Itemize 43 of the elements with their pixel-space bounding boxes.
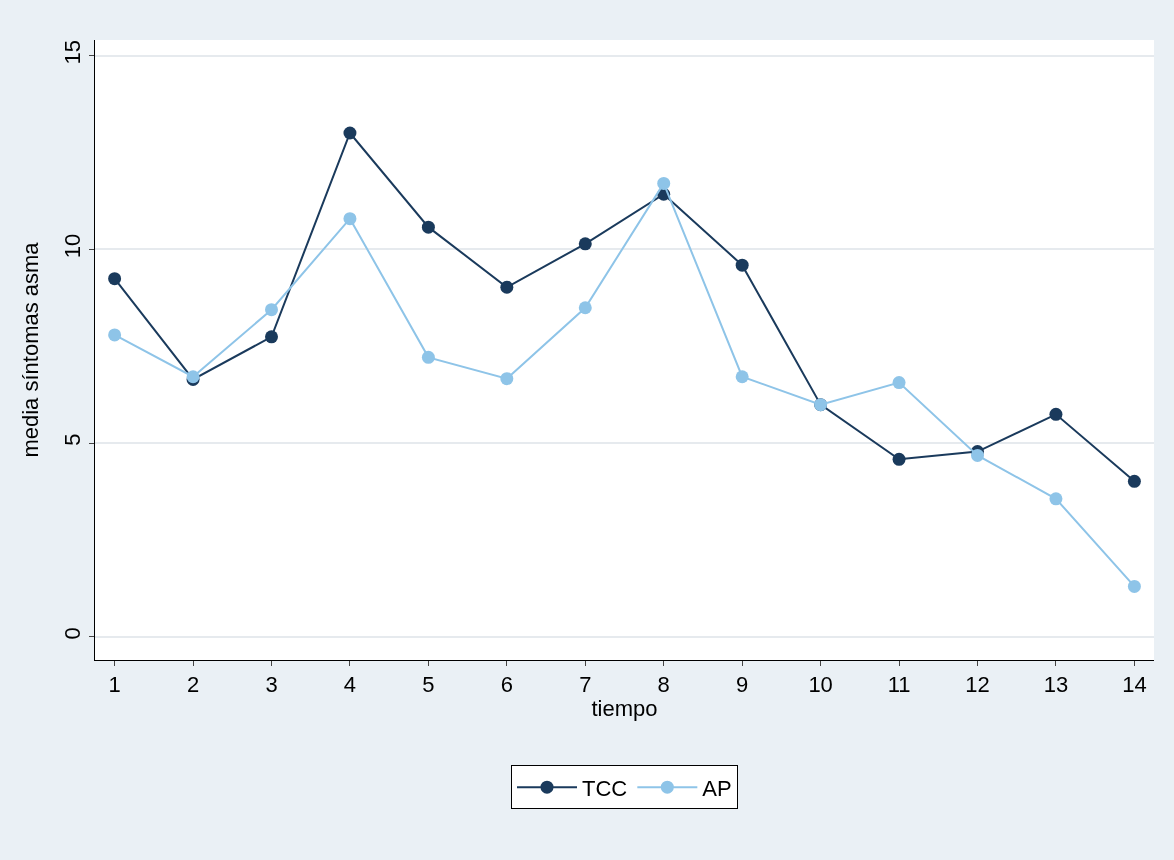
point [892,376,906,390]
point [108,328,122,342]
point [1049,407,1063,421]
y-tick-label: 15 [60,39,86,65]
x-axis-title: tiempo [591,696,658,722]
x-tick-label: 13 [1043,672,1069,698]
point [500,280,514,294]
legend-label: TCC [582,775,628,801]
x-tick-label: 2 [186,672,200,698]
x-tick-label: 8 [657,672,670,698]
point [1049,492,1063,506]
x-tick-label: 3 [265,672,278,698]
point [343,126,357,140]
point [578,301,592,315]
point [265,303,278,317]
x-tick-label: 7 [579,672,592,698]
point [421,350,435,364]
point [735,370,749,384]
x-tick-label: 6 [500,672,513,698]
legend-label: AP [702,775,732,801]
x-tick-label: 1 [108,672,121,698]
x-tick-label: 4 [343,672,357,698]
x-tick-label: 5 [422,672,435,698]
point [108,272,122,286]
y-tick-label: 10 [60,233,86,259]
point [578,237,592,251]
x-tick-label: 14 [1122,672,1147,698]
x-tick-label: 12 [965,672,990,698]
x-tick-label: 10 [808,672,833,698]
point [265,330,278,344]
y-axis-title: media síntomas asma [18,241,43,458]
y-tick-label: 5 [60,433,86,446]
point [892,452,906,466]
point [1127,474,1141,488]
point [421,220,435,234]
x-tick-label: 9 [736,672,749,698]
y-tick-label: 0 [60,627,86,640]
point [657,176,671,190]
point [500,372,514,386]
point [735,258,749,272]
point [1127,579,1141,593]
x-tick-label: 11 [887,672,911,698]
point [343,212,357,226]
